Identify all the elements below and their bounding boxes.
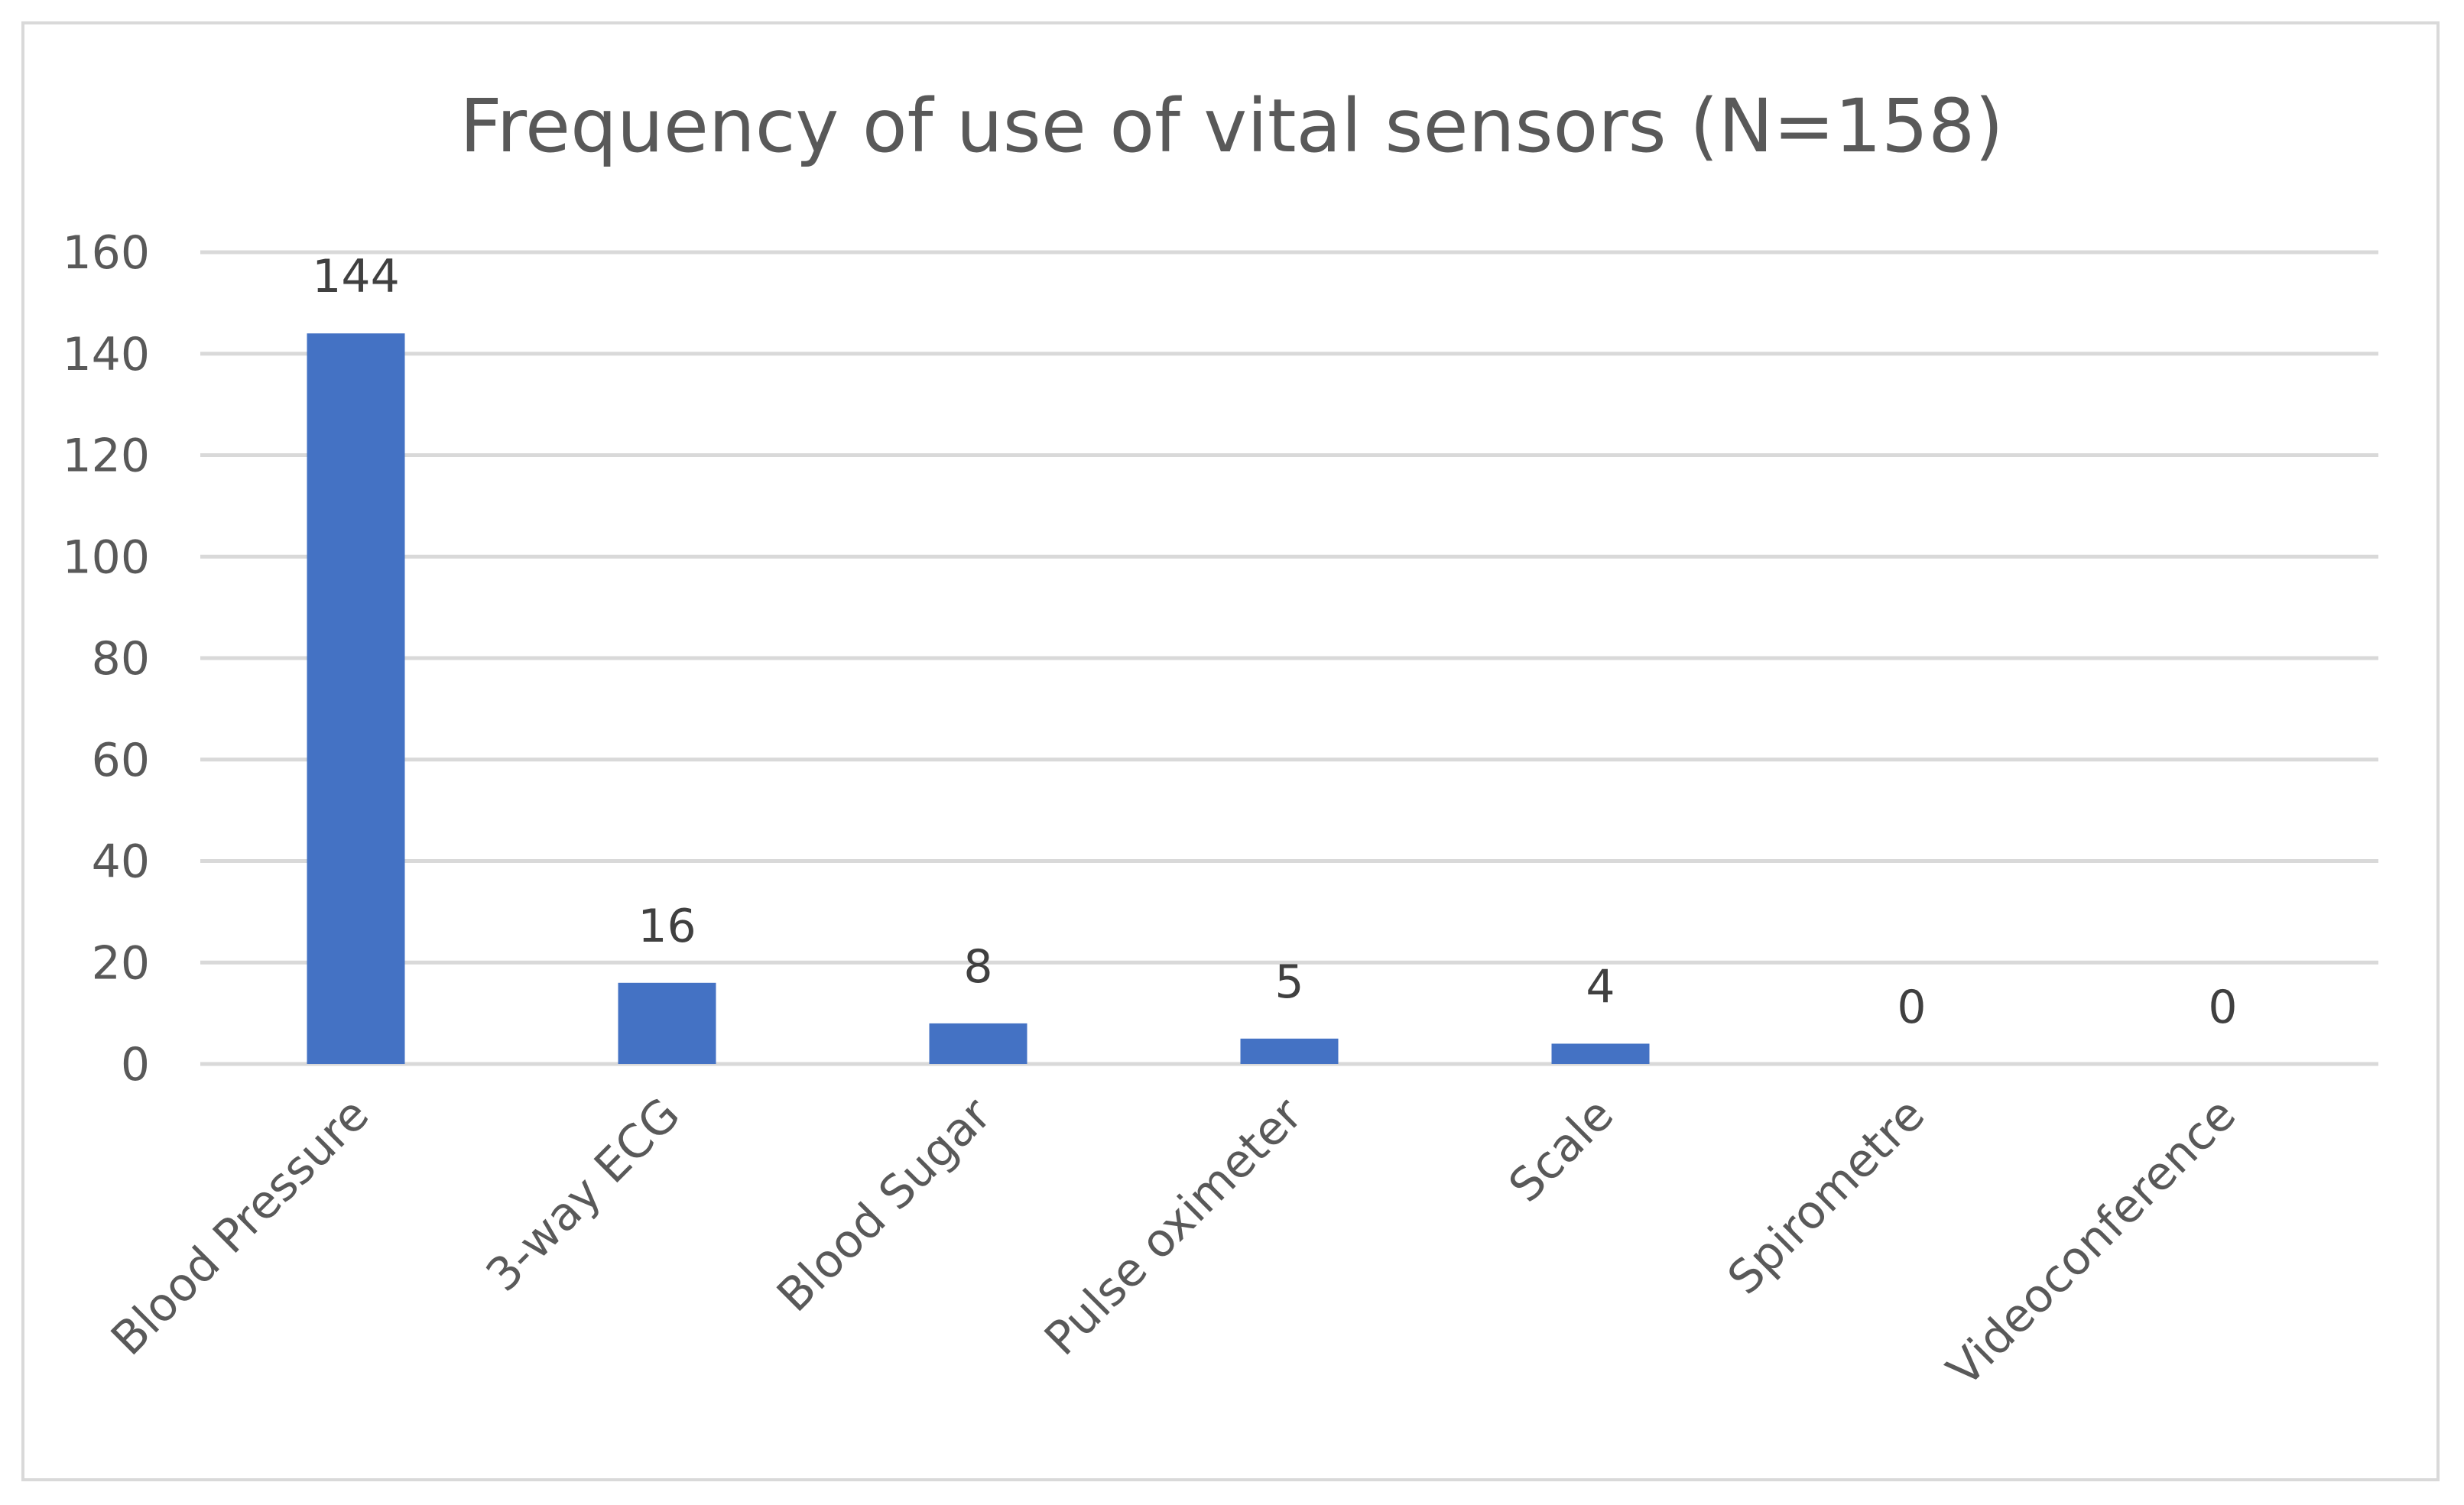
y-tick-label: 160 xyxy=(62,226,150,280)
bar xyxy=(618,982,716,1064)
x-category-label: Pulse oximeter xyxy=(1034,1088,1313,1366)
data-label: 5 xyxy=(1274,955,1303,1009)
data-label: 0 xyxy=(2208,981,2237,1034)
y-tick-label: 40 xyxy=(92,835,150,889)
y-tick-label: 60 xyxy=(92,734,150,787)
chart-title: Frequency of use of vital sensors (N=158… xyxy=(459,83,2003,169)
x-category-label: 3-way ECG xyxy=(476,1088,690,1302)
data-labels: 144 16 8 5 4 0 0 xyxy=(312,250,2237,1034)
data-label: 0 xyxy=(1897,981,1926,1034)
y-axis-tick-labels: 0 20 40 60 80 100 120 140 160 xyxy=(62,226,150,1091)
y-tick-label: 140 xyxy=(62,328,150,381)
bar xyxy=(1551,1043,1650,1064)
x-category-label: Blood Sugar xyxy=(767,1088,1002,1322)
x-category-label: Spirometre xyxy=(1718,1088,1935,1305)
x-category-label: Blood Pressure xyxy=(101,1088,379,1366)
data-label: 8 xyxy=(963,940,992,994)
data-label: 16 xyxy=(638,900,696,953)
bar xyxy=(1240,1038,1339,1064)
data-label: 144 xyxy=(312,250,400,303)
y-tick-label: 100 xyxy=(62,530,150,584)
y-tick-label: 80 xyxy=(92,632,150,686)
data-label: 4 xyxy=(1586,960,1615,1014)
x-category-label: Videoconference xyxy=(1937,1088,2247,1397)
bars xyxy=(307,333,1650,1064)
gridlines xyxy=(200,250,2378,1066)
y-tick-label: 0 xyxy=(121,1038,150,1091)
x-category-label: Scale xyxy=(1498,1088,1624,1213)
bar xyxy=(929,1023,1027,1064)
y-tick-label: 120 xyxy=(62,430,150,483)
x-axis-category-labels: Blood Pressure 3-way ECG Blood Sugar Pulse … xyxy=(101,1088,2246,1397)
bar xyxy=(307,333,405,1064)
chart-frame xyxy=(21,21,2440,1481)
y-tick-label: 20 xyxy=(92,936,150,990)
